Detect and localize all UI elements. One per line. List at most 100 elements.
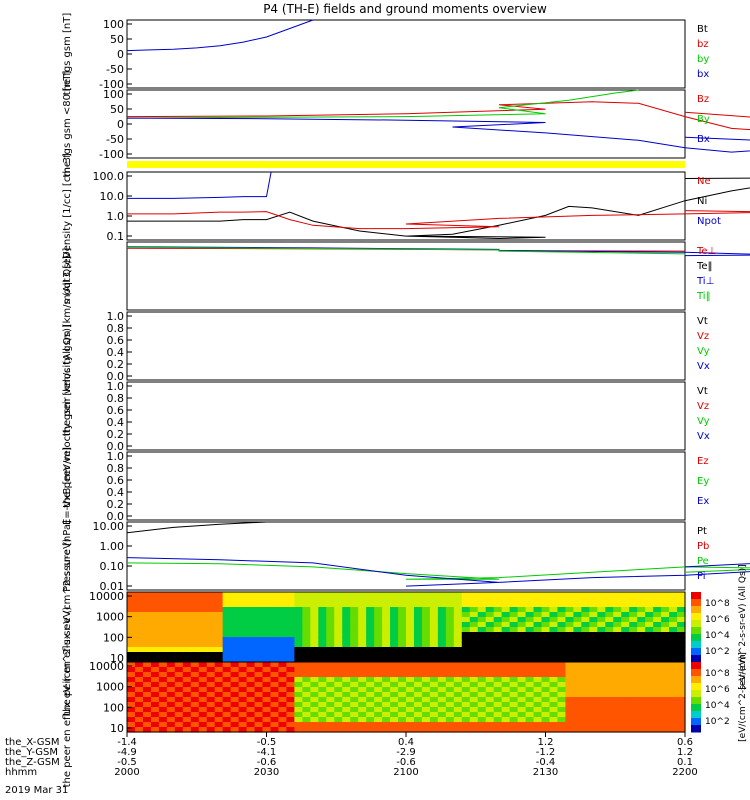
spectrogram-cell: [669, 727, 678, 733]
spectrogram-cell: [589, 657, 598, 663]
spectrogram-cell: [406, 632, 415, 638]
spectrogram-cell: [669, 662, 678, 668]
spectrogram-cell: [358, 722, 367, 728]
spectrogram-cell: [597, 612, 606, 618]
spectrogram-cell: [302, 682, 311, 688]
spectrogram-cell: [669, 657, 678, 663]
spectrogram-cell: [310, 657, 319, 663]
spectrogram-cell: [358, 727, 367, 733]
series-By: [126, 89, 639, 119]
spectrogram-cell: [477, 592, 487, 598]
spectrogram-cell: [150, 627, 160, 633]
y-tick-label: 100: [103, 701, 124, 714]
spectrogram-cell: [541, 707, 551, 713]
spectrogram-cell: [350, 592, 359, 598]
spectrogram-cell: [342, 647, 351, 653]
spectrogram-cell: [150, 632, 160, 638]
spectrogram-cell: [453, 597, 463, 603]
spectrogram-cell: [517, 702, 527, 708]
spectrogram-cell: [501, 702, 511, 708]
spectrogram-cell: [549, 727, 559, 733]
spectrogram-cell: [358, 667, 367, 673]
spectrogram-cell: [573, 647, 582, 653]
spectrogram-cell: [182, 657, 192, 663]
spectrogram-cell: [541, 627, 551, 633]
spectrogram-cell: [334, 697, 343, 703]
axis-row-label: the_X-GSM: [5, 737, 59, 748]
spectrogram-cell: [669, 697, 678, 703]
spectrogram-cell: [429, 717, 439, 723]
spectrogram-cell: [182, 632, 192, 638]
spectrogram-cell: [445, 597, 455, 603]
spectrogram-cell: [653, 627, 662, 633]
spectrogram-cell: [605, 647, 614, 653]
spectrogram-cell: [637, 647, 646, 653]
spectrogram-cell: [166, 702, 176, 708]
spectrogram-cell: [557, 712, 567, 718]
spectrogram-cell: [230, 707, 240, 713]
y-tick-label: 0.01: [100, 580, 125, 593]
spectrogram-cell: [541, 592, 551, 598]
spectrogram-cell: [629, 687, 638, 693]
spectrogram-cell: [278, 697, 288, 703]
spectrogram-cell: [453, 642, 463, 648]
spectrogram-cell: [525, 622, 535, 628]
spectrogram-cell: [238, 702, 248, 708]
spectrogram-cell: [302, 637, 311, 643]
y-axis-label: the fgs gsm [nT]: [62, 13, 73, 96]
spectrogram-cell: [398, 612, 407, 618]
spectrogram-cell: [214, 652, 224, 658]
spectrogram-cell: [565, 727, 574, 733]
spectrogram-cell: [222, 682, 232, 688]
spectrogram-cell: [318, 662, 327, 668]
spectrogram-cell: [230, 632, 240, 638]
spectrogram-cell: [677, 667, 686, 673]
spectrogram-cell: [190, 627, 200, 633]
spectrogram-cell: [214, 657, 224, 663]
y-tick-label: 0.8: [107, 392, 125, 405]
spectrogram-cell: [621, 627, 630, 633]
spectrogram-cell: [238, 727, 248, 733]
spectrogram-cell: [198, 687, 208, 693]
spectrogram-cell: [429, 682, 439, 688]
spectrogram-cell: [318, 712, 327, 718]
spectrogram-cell: [509, 642, 519, 648]
spectrogram-cell: [302, 717, 311, 723]
spectrogram-cell: [406, 697, 415, 703]
spectrogram-cell: [134, 642, 144, 648]
spectrogram-cell: [318, 652, 327, 658]
spectrogram-cell: [134, 657, 144, 663]
spectrogram-cell: [597, 622, 606, 628]
spectrogram-cell: [629, 657, 638, 663]
spectrogram-cell: [238, 687, 248, 693]
spectrogram-cell: [326, 722, 335, 728]
spectrogram-cell: [326, 642, 335, 648]
spectrogram-cell: [421, 707, 431, 713]
spectrogram-cell: [493, 622, 503, 628]
spectrogram-cell: [629, 617, 638, 623]
spectrogram-cell: [214, 672, 224, 678]
spectrogram-cell: [501, 647, 511, 653]
spectrogram-cell: [653, 657, 662, 663]
spectrogram-cell: [429, 617, 439, 623]
spectrogram-cell: [549, 662, 559, 668]
legend-entry: bx: [697, 69, 709, 80]
spectrogram-cell: [214, 712, 224, 718]
spectrogram-cell: [302, 692, 311, 698]
spectrogram-cell: [453, 632, 463, 638]
spectrogram-cell: [222, 657, 232, 663]
spectrogram-cell: [190, 592, 200, 598]
spectrogram-cell: [270, 622, 280, 628]
spectrogram-cell: [262, 682, 272, 688]
spectrogram-cell: [246, 672, 256, 678]
spectrogram-cell: [413, 692, 423, 698]
spectrogram-cell: [493, 592, 503, 598]
spectrogram-cell: [477, 607, 487, 613]
spectrogram-cell: [421, 607, 431, 613]
spectrogram-cell: [286, 667, 295, 673]
spectrogram-cell: [597, 707, 606, 713]
spectrogram-cell: [246, 687, 256, 693]
spectrogram-cell: [278, 627, 288, 633]
spectrogram-cell: [150, 722, 160, 728]
spectrogram-cell: [286, 727, 295, 733]
